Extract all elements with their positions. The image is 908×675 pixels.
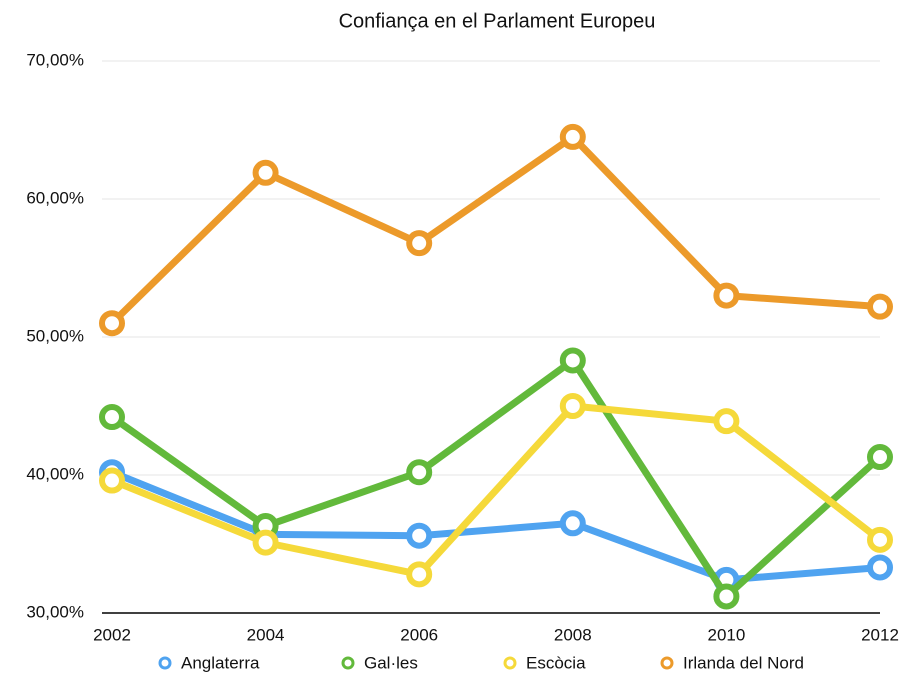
x-tick-label: 2008 [554,625,592,644]
point [559,347,586,374]
y-tick-label: 30,00% [26,602,84,621]
x-tick-label: 2012 [861,625,899,644]
series-line [109,133,881,326]
point [252,159,279,186]
legend-marker [660,656,674,670]
point [406,459,433,486]
legend-marker [158,656,172,670]
point [559,393,586,419]
point [867,554,893,581]
legend-label: Irlanda del Nord [683,653,804,672]
y-tick-label: 40,00% [26,464,84,483]
point [406,561,433,588]
point [713,408,740,435]
point [559,510,586,537]
point [99,467,125,494]
legend-label: Escòcia [526,653,586,672]
x-tick-label: 2002 [93,625,131,644]
legend-label: Anglaterra [181,653,260,672]
point [99,310,125,337]
y-tick-label: 50,00% [26,326,84,345]
point [867,526,893,553]
point [713,282,740,309]
series-line [109,356,883,600]
y-tick-label: 60,00% [26,188,84,207]
point [867,444,893,471]
point [252,529,279,556]
series-line [110,402,883,578]
point [559,123,586,150]
point [406,230,433,257]
x-tick-label: 2006 [400,625,438,644]
legend-marker [503,656,517,670]
x-tick-label: 2004 [247,625,285,644]
point [713,583,740,610]
y-tick-label: 70,00% [26,50,84,69]
x-tick-label: 2010 [707,625,745,644]
legend-label: Gal·les [364,653,418,672]
point [99,404,125,431]
point [867,293,893,320]
point [406,522,433,549]
legend-marker [341,656,355,670]
chart-title: Confiança en el Parlament Europeu [339,10,656,32]
